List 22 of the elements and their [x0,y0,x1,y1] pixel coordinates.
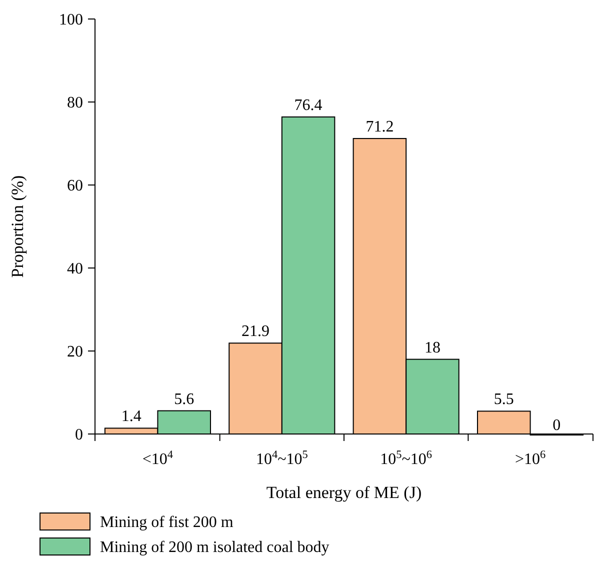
data-label: 5.5 [494,391,514,408]
data-label: 5.6 [174,390,194,408]
y-tick-label: 80 [67,94,83,112]
y-tick-label: 100 [59,12,83,29]
data-label: 21.9 [242,323,270,340]
legend-label: Mining of 200 m isolated coal body [100,539,330,556]
y-tick-label: 40 [67,260,83,278]
y-axis-title: Proportion (%) [8,175,27,278]
legend-label: Mining of fist 200 m [100,514,234,531]
data-label: 1.4 [121,408,142,426]
x-tick-label: <10$^{4}$ [142,449,174,468]
data-label: 71.2 [366,118,394,136]
data-label: 0 [552,417,561,434]
data-label: 76.4 [294,96,322,114]
x-axis-title: Total energy of ME (J) [266,483,422,502]
data-label: 18 [424,339,440,356]
x-tick-label: 10$^{4}$~10$^{5}$ [256,449,308,468]
y-tick-label: 0 [75,426,83,444]
x-tick-label: 10$^{5}$~10$^{6}$ [380,449,432,468]
y-tick-label: 60 [67,178,83,195]
y-tick-label: 20 [67,344,83,361]
x-tick-label: >10$^{6}$ [514,449,546,468]
